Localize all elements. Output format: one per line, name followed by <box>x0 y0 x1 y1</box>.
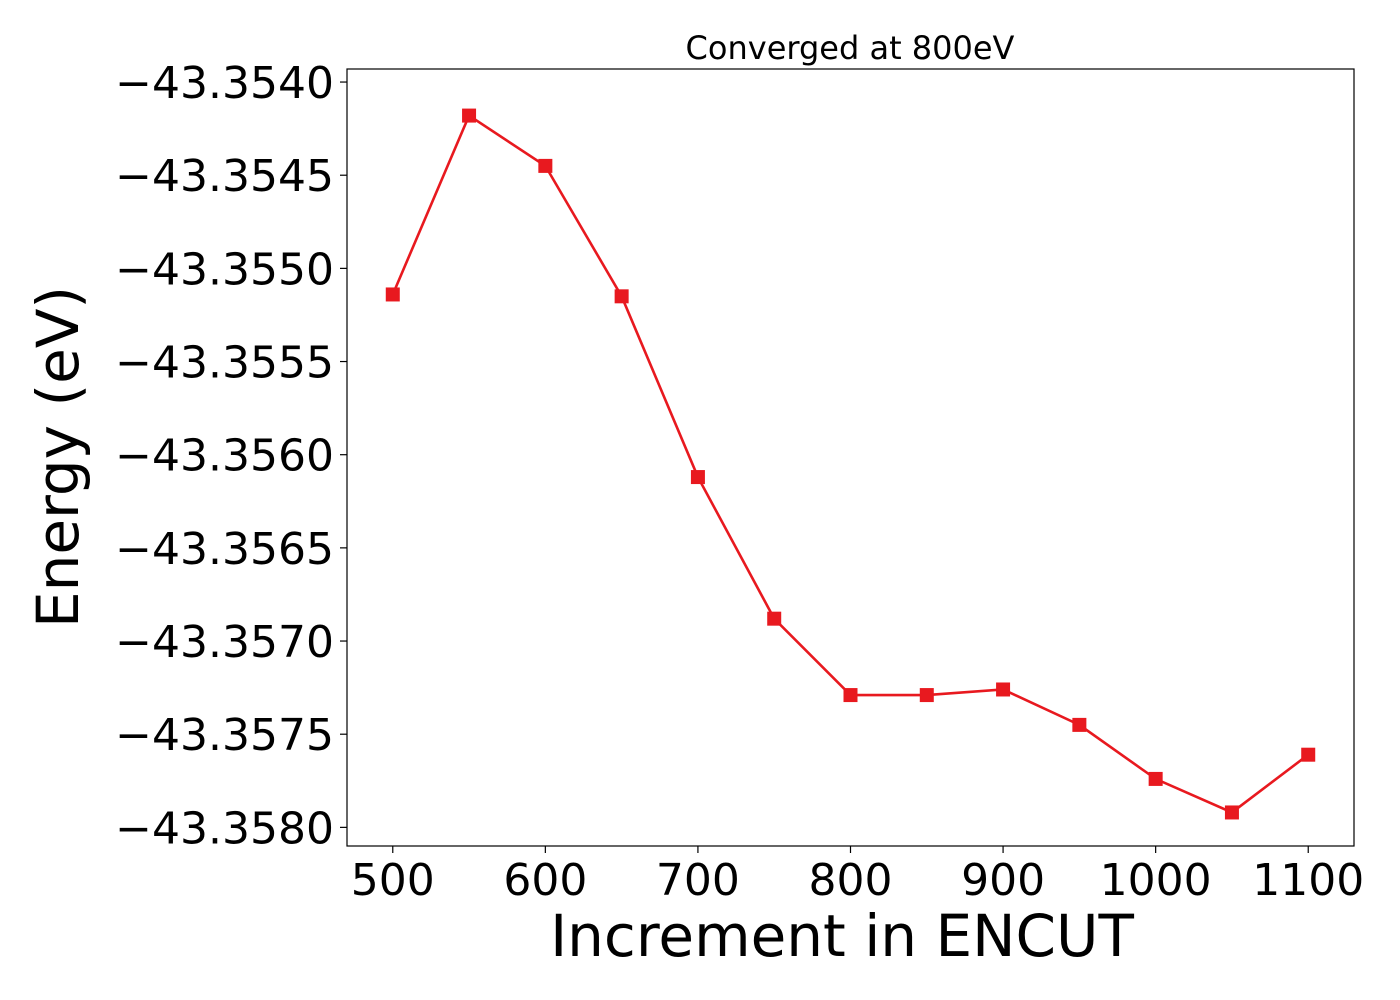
y-tick-label: −43.3550 <box>115 244 334 295</box>
y-tick-label: −43.3545 <box>115 151 334 202</box>
x-tick-label: 500 <box>351 855 435 906</box>
y-tick-label: −43.3560 <box>115 431 334 482</box>
x-tick-label: 1100 <box>1252 855 1364 906</box>
y-tick-label: −43.3555 <box>115 338 334 389</box>
x-axis-label: Increment in ENCUT <box>550 902 1134 970</box>
data-point-marker <box>919 688 934 703</box>
y-tick-label: −43.3565 <box>115 524 334 575</box>
y-tick-label: −43.3580 <box>115 803 334 854</box>
y-axis-label: Energy (eV) <box>24 286 92 628</box>
data-point-marker <box>767 611 782 626</box>
x-tick-label: 800 <box>809 855 893 906</box>
data-point-marker <box>843 688 858 703</box>
data-point-marker <box>1224 805 1239 820</box>
tick-layer: 500 600 700 800 900 1000 1100 −43.3540 −43.3545 −… <box>115 58 1364 906</box>
x-tick-label: 600 <box>503 855 587 906</box>
chart-title: Converged at 800eV <box>686 29 1015 67</box>
data-point-marker <box>690 470 705 485</box>
data-point-marker <box>462 108 477 123</box>
plot-layer <box>385 108 1316 820</box>
data-point-marker <box>1072 717 1087 732</box>
y-tick-label: −43.3575 <box>115 710 334 761</box>
x-tick-label: 900 <box>961 855 1045 906</box>
x-tick-label: 1000 <box>1100 855 1212 906</box>
x-tick-label: 700 <box>656 855 740 906</box>
data-point-marker <box>614 289 629 304</box>
data-point-marker <box>1301 747 1316 762</box>
y-tick-label: −43.3570 <box>115 617 334 668</box>
y-tick-label: −43.3540 <box>115 58 334 109</box>
data-point-marker <box>385 287 400 302</box>
data-point-marker <box>996 682 1011 697</box>
data-point-marker <box>538 158 553 173</box>
axes-frame <box>346 68 1355 847</box>
series-line <box>391 113 1310 814</box>
data-point-marker <box>1148 771 1163 786</box>
